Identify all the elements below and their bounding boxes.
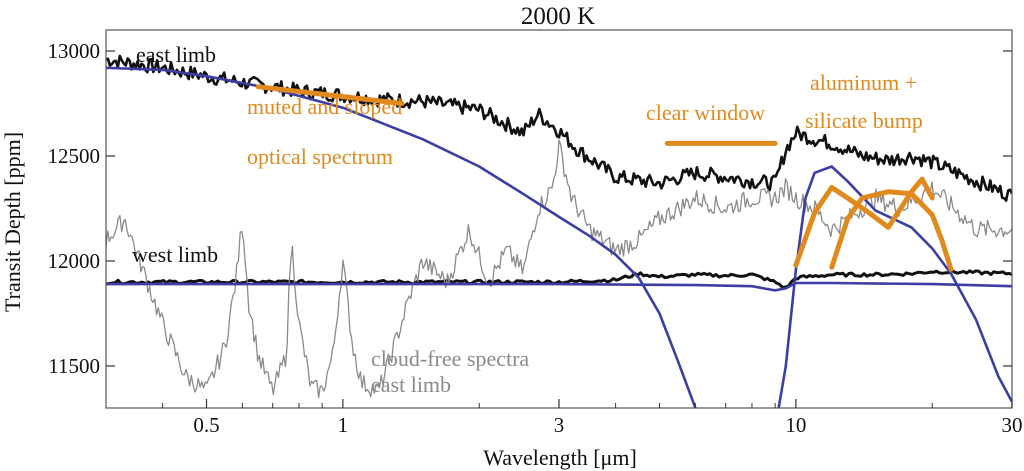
highlight-bump-3 [829,189,954,272]
series-line-cloudy-east [106,54,1012,202]
y-tick-label: 13000 [48,39,101,63]
highlight-short-line-0 [255,84,405,106]
x-tick-label: 0.5 [193,413,219,437]
chart-title: 2000 K [521,3,595,30]
highlight-bump-2 [793,176,935,268]
annotation-aluminum-line1: aluminum + [810,70,917,95]
annotation-cloud-free-line2: east limb [371,372,451,397]
y-axis-title: Transit Depth [ppm] [0,132,25,312]
series-line-cloud-free [106,139,1012,399]
y-tick-label: 12500 [48,144,101,168]
x-tick-label: 10 [785,413,806,437]
annotation-cloud-free-line1: cloud-free spectra [371,346,529,371]
x-tick-label: 30 [1002,413,1023,437]
x-tick-label: 1 [338,413,349,437]
y-tick-label: 11500 [48,354,100,378]
annotation-west-limb: west limb [132,242,218,267]
y-tick-label: 12000 [48,249,101,273]
annotation-clear-window: clear window [646,100,765,125]
x-tick-label: 3 [554,413,565,437]
annotation-muted-line1: muted and sloped [247,94,402,119]
tick-layer: 0.5 1 3 10 30 11500 12000 12500 13000 [48,39,1023,437]
annotation-aluminum-line2: silicate bump [805,108,923,133]
series-line-model-west [106,281,1012,292]
highlight-layer [255,84,954,272]
annotation-muted-line2: optical spectrum [247,144,393,169]
annotation-east-limb: east limb [136,42,216,67]
x-axis-title: Wavelength [μm] [483,445,637,470]
